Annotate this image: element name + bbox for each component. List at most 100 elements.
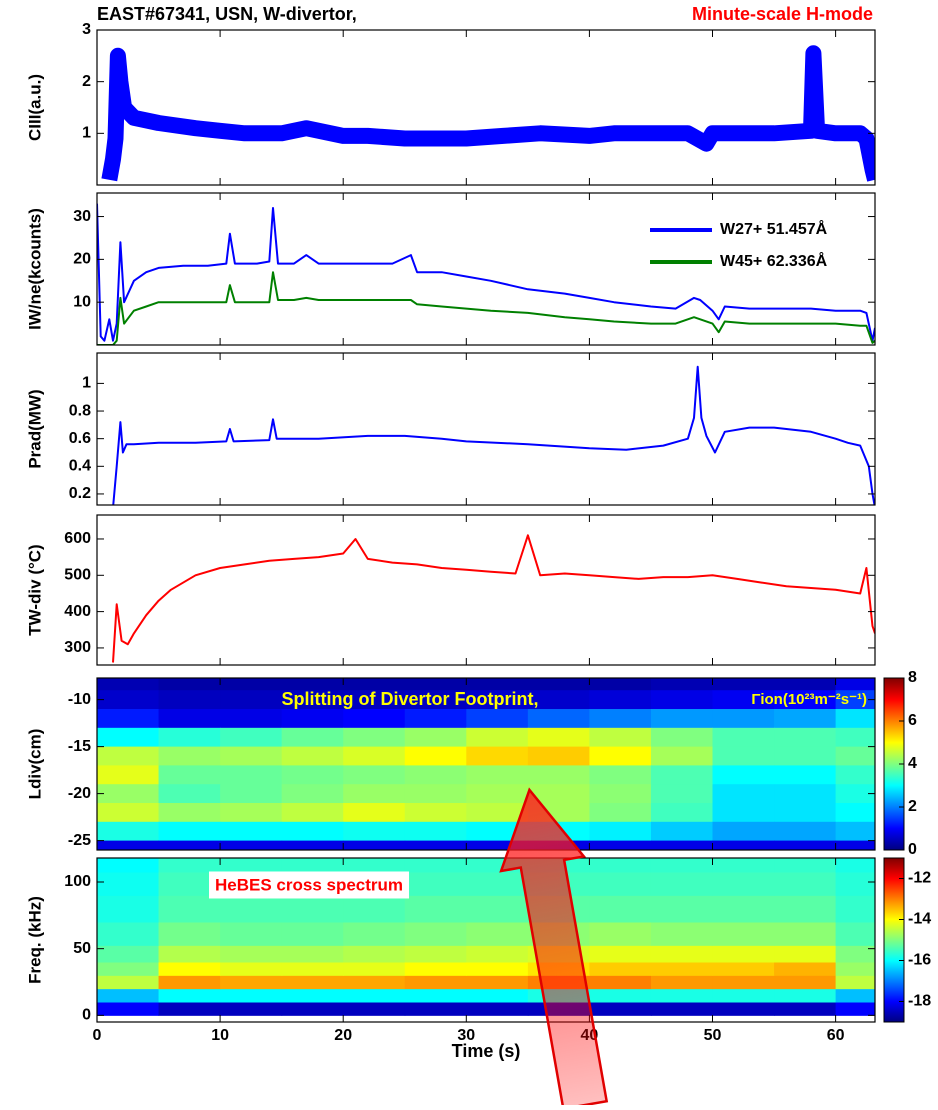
- heat-cell: [343, 975, 406, 990]
- heat-cell: [220, 840, 283, 850]
- heat-cell: [527, 784, 590, 804]
- y-tick-label: 0.6: [69, 430, 91, 447]
- heat-cell: [650, 988, 714, 1003]
- heat-cell: [158, 988, 221, 1003]
- heat-cell: [220, 1002, 283, 1016]
- axes-frame: [96, 857, 876, 1023]
- x-tick-label: 0: [93, 1027, 102, 1044]
- heat-cell: [650, 821, 714, 842]
- heat-cell: [835, 803, 875, 823]
- heat-cell: [650, 895, 714, 923]
- heat-cell: [343, 988, 406, 1003]
- heat-cell: [220, 922, 283, 946]
- heat-cell: [281, 690, 344, 710]
- heat-cell: [158, 821, 221, 842]
- heat-cell: [97, 784, 160, 804]
- axes-frame: [96, 677, 876, 851]
- heat-cell: [158, 1002, 221, 1016]
- heat-cell: [774, 858, 837, 873]
- heat-cell: [527, 709, 590, 729]
- y-axis-label: Freq. (kHz): [25, 896, 44, 984]
- heat-cell: [835, 709, 875, 729]
- heat-cell: [774, 746, 837, 766]
- heat-cell: [712, 709, 775, 729]
- heat-cell: [220, 803, 283, 823]
- panel: [97, 678, 875, 850]
- heat-cell: [527, 678, 590, 691]
- heat-cell: [404, 746, 467, 766]
- heat-cell: [589, 727, 652, 748]
- heat-cell: [404, 1002, 467, 1016]
- heat-cell: [97, 872, 160, 896]
- colorbar-label: Γion(10²³m⁻²s⁻¹): [751, 691, 867, 708]
- heat-cell: [281, 1002, 344, 1016]
- heat-cell: [220, 784, 283, 804]
- heat-cell: [404, 803, 467, 823]
- heat-cell: [712, 803, 775, 823]
- heat-cell: [589, 975, 652, 990]
- heat-cell: [97, 709, 160, 729]
- heat-cell: [158, 840, 221, 850]
- heat-cell: [774, 678, 837, 691]
- heat-cell: [466, 895, 529, 923]
- y-tick-label: 500: [64, 567, 91, 584]
- heat-cell: [466, 945, 529, 963]
- heat-cell: [712, 678, 775, 691]
- heat-cell: [466, 962, 529, 976]
- heat-cell: [774, 821, 837, 842]
- heat-cell: [220, 945, 283, 963]
- heat-cell: [158, 678, 221, 691]
- heat-cell: [835, 690, 875, 710]
- heat-cell: [343, 727, 406, 748]
- annotation-box: [209, 871, 410, 899]
- heat-cell: [589, 922, 652, 946]
- heat-cell: [281, 821, 344, 842]
- panel: [112, 534, 875, 663]
- heat-cell: [466, 765, 529, 785]
- heat-cell: [158, 803, 221, 823]
- heat-cell: [774, 922, 837, 946]
- heat-cell: [220, 975, 283, 990]
- axes-frame: [96, 29, 876, 186]
- heat-cell: [158, 872, 221, 896]
- heat-cell: [774, 690, 837, 710]
- heat-cell: [589, 765, 652, 785]
- heat-cell: [404, 840, 467, 850]
- heat-cell: [404, 922, 467, 946]
- heat-cell: [774, 962, 837, 976]
- heat-cell: [712, 945, 775, 963]
- heat-cell: [97, 1002, 160, 1016]
- x-tick-label: 50: [704, 1027, 722, 1044]
- heat-cell: [220, 962, 283, 976]
- heat-cell: [589, 962, 652, 976]
- heat-cell: [589, 945, 652, 963]
- heat-cell: [589, 1002, 652, 1016]
- y-tick-label: 400: [64, 603, 91, 620]
- heat-cell: [650, 746, 714, 766]
- heat-cell: [158, 895, 221, 923]
- heat-cell: [527, 727, 590, 748]
- heat-cell: [589, 690, 652, 710]
- y-tick-label: 20: [73, 251, 91, 268]
- heat-cell: [97, 922, 160, 946]
- heat-cell: [466, 922, 529, 946]
- heat-cell: [404, 678, 467, 691]
- heat-cell: [650, 803, 714, 823]
- heat-cell: [835, 988, 875, 1003]
- heat-cell: [343, 821, 406, 842]
- heat-cell: [466, 690, 529, 710]
- axes-frame: [96, 514, 876, 666]
- heat-cell: [343, 1002, 406, 1016]
- heat-cell: [774, 895, 837, 923]
- heat-cell: [589, 746, 652, 766]
- heat-cell: [774, 784, 837, 804]
- heat-cell: [466, 872, 529, 896]
- heat-cell: [835, 746, 875, 766]
- heat-cell: [589, 858, 652, 873]
- heat-cell: [97, 962, 160, 976]
- heat-cell: [712, 962, 775, 976]
- heat-cell: [774, 945, 837, 963]
- heat-cell: [281, 858, 344, 873]
- y-tick-label: 1: [82, 375, 91, 392]
- heat-cell: [712, 821, 775, 842]
